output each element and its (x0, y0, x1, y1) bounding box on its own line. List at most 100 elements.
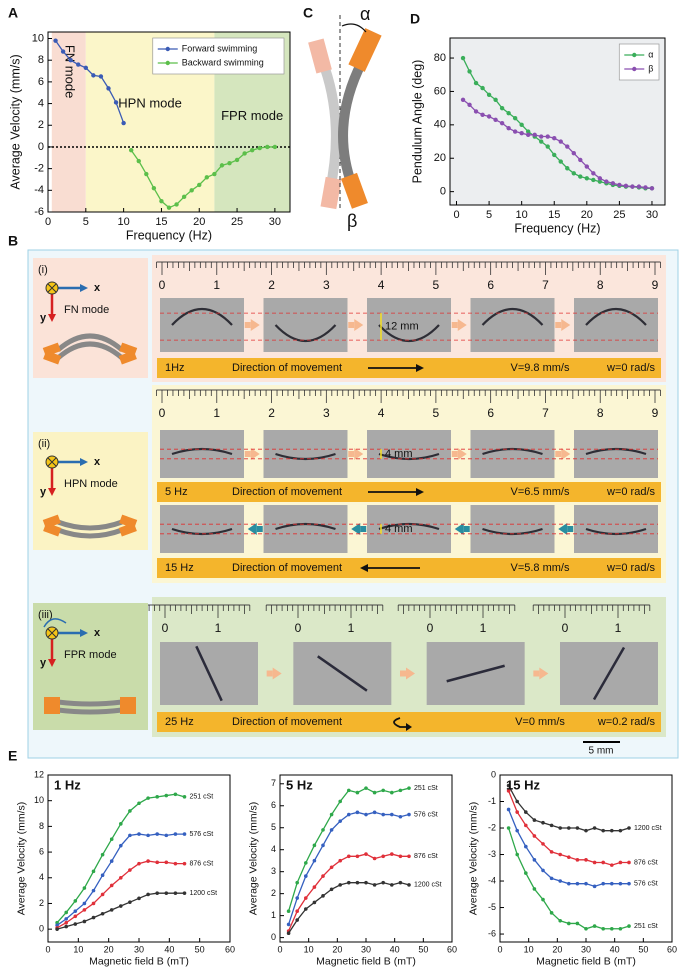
step-arrow-head (454, 523, 464, 535)
robot-body (171, 308, 233, 326)
data-point (649, 186, 655, 191)
data-point (398, 814, 403, 819)
data-point (567, 855, 571, 859)
step-arrow-shaft (533, 670, 540, 677)
data-point (506, 807, 511, 812)
x-axis-name: x (94, 282, 101, 294)
data-point (286, 922, 291, 927)
alpha-arc (341, 23, 367, 33)
ruler-label: 2 (268, 278, 275, 292)
robot-body (481, 308, 544, 326)
data-point (575, 826, 580, 830)
rotation-label: w=0.2 rad/s (597, 716, 656, 728)
data-point (617, 182, 622, 188)
x-axis-name: x (94, 627, 101, 639)
data-point (257, 145, 262, 151)
x-arrow-head (80, 284, 88, 292)
data-point (173, 792, 178, 797)
data-point (618, 881, 623, 886)
robot-rod (195, 645, 223, 702)
series-line (55, 40, 125, 124)
data-point (347, 880, 351, 885)
series-label: 576 cSt (634, 881, 658, 888)
x-tick-label: 15 (548, 209, 560, 221)
data-point (173, 832, 178, 836)
data-point (623, 183, 629, 188)
schematic-cap (44, 705, 60, 714)
data-point (627, 924, 631, 928)
series-label: 576 cSt (190, 831, 214, 838)
data-point (407, 812, 411, 817)
data-point (91, 901, 96, 906)
data-point (100, 852, 105, 857)
data-point (128, 833, 132, 838)
data-point (539, 134, 544, 139)
schematic-cap (43, 350, 62, 365)
panel-label: A (8, 5, 18, 21)
direction-label: Direction of movement (232, 362, 342, 374)
data-point (381, 812, 386, 817)
ruler-label: 6 (487, 278, 494, 292)
data-point (591, 171, 596, 176)
data-point (592, 884, 597, 889)
x-tick-label: 0 (45, 216, 51, 228)
row-tag: (ii) (38, 438, 50, 450)
data-point (381, 788, 386, 793)
y-tick-label: 80 (434, 52, 446, 64)
chart-title: 1 Hz (54, 777, 81, 792)
ruler-label: 8 (597, 406, 604, 420)
step-arrow-shaft (244, 322, 251, 328)
schematic-body (57, 527, 123, 539)
y-tick-label: 3 (271, 866, 276, 876)
data-point (584, 926, 588, 931)
caption-bar (157, 712, 661, 732)
data-point (524, 823, 528, 828)
legend-box (152, 37, 285, 75)
data-point (532, 858, 537, 862)
data-point (575, 881, 580, 886)
step-arrow-head (354, 319, 364, 331)
data-point (499, 105, 505, 111)
x-tick-label: 50 (418, 944, 428, 954)
rotation-label: w=0 rad/s (606, 562, 655, 574)
y-tick-label: 8 (39, 821, 44, 831)
x-tick-label: 25 (231, 216, 243, 228)
frequency-label: 5 Hz (165, 486, 188, 498)
data-point (100, 911, 105, 916)
mode-label: FN mode (64, 304, 109, 316)
data-point (506, 110, 511, 116)
photo (470, 298, 555, 352)
y-tick-label: 6 (39, 846, 44, 856)
data-point (155, 795, 159, 799)
direction-label: Direction of movement (232, 562, 342, 574)
z-axis-cross (47, 628, 57, 638)
legend-box (618, 43, 660, 81)
data-point (618, 828, 623, 833)
data-point (512, 129, 518, 134)
robot-body (585, 308, 647, 326)
schematic-cap (120, 705, 136, 714)
y-tick-label: -5 (488, 902, 496, 912)
data-point (467, 69, 472, 74)
data-point (584, 858, 588, 862)
data-point (73, 914, 78, 919)
series-label: 876 cSt (634, 859, 658, 866)
data-point (82, 886, 87, 890)
data-point (532, 887, 537, 891)
row-tag: (i) (38, 264, 48, 276)
y-tick-label: 2 (271, 888, 276, 898)
data-point (164, 860, 169, 865)
x-tick-label: 60 (667, 944, 677, 954)
series-label: 876 cSt (414, 853, 438, 860)
ruler-label: 0 (295, 621, 302, 635)
data-point (575, 858, 580, 862)
frequency-label: 1Hz (165, 362, 185, 374)
direction-arrow-head (360, 564, 368, 572)
amplitude-label: 4 mm (385, 448, 413, 460)
data-point (109, 837, 114, 842)
data-point (329, 812, 334, 817)
data-point (119, 843, 123, 848)
step-arrow-head (457, 319, 467, 331)
direction-arrow (393, 717, 408, 728)
data-point (182, 861, 187, 866)
